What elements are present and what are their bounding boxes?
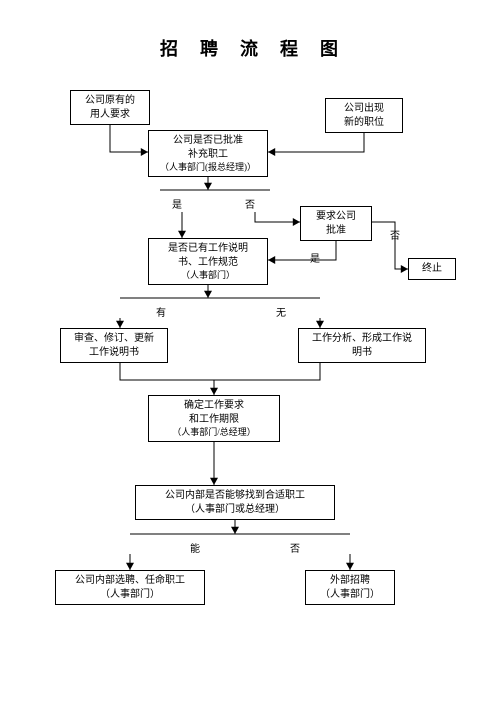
edge-label-e8: 否 (290, 540, 300, 555)
node-n2: 公司是否已批准补充职工（人事部门(报总经理)） (148, 130, 268, 177)
node-n5: 是否已有工作说明书、工作规范（人事部门） (148, 238, 268, 285)
edge-5 (255, 212, 300, 222)
flowchart-page: 招 聘 流 程 图 公司原有的用人要求公司是否已批准补充职工（人事部门(报总经理… (0, 0, 500, 707)
edge-label-e3: 是 (310, 250, 320, 265)
edge-label-e2: 否 (245, 196, 255, 211)
arrowhead-11 (316, 321, 324, 328)
node-n7: 审查、修订、更新工作说明书 (60, 328, 168, 363)
arrowhead-4 (178, 231, 186, 238)
arrowhead-5 (293, 218, 300, 226)
node-n6: 终止 (408, 258, 456, 280)
arrowhead-1 (268, 148, 275, 156)
edge-label-e6: 无 (276, 304, 286, 319)
edge-0 (110, 122, 148, 152)
arrowhead-18 (346, 563, 354, 570)
arrowhead-7 (401, 265, 408, 273)
page-title: 招 聘 流 程 图 (0, 35, 500, 61)
edge-12 (120, 360, 214, 395)
node-n9: 确定工作要求和工作期限（人事部门/总经理） (148, 395, 280, 442)
node-n12: 外部招聘（人事部门） (305, 570, 395, 605)
arrowhead-10 (116, 321, 124, 328)
node-n11: 公司内部选聘、任命职工（人事部门） (55, 570, 205, 605)
edge-label-e4: 否 (390, 227, 400, 242)
arrowhead-12 (210, 388, 218, 395)
arrowhead-6 (268, 256, 275, 264)
edge-label-e5: 有 (156, 304, 166, 319)
node-n3: 公司出现新的职位 (325, 98, 403, 133)
arrowhead-17 (126, 563, 134, 570)
node-n1: 公司原有的用人要求 (70, 90, 150, 125)
edge-label-e1: 是 (172, 196, 182, 211)
arrowhead-2 (204, 183, 212, 190)
arrowhead-8 (204, 291, 212, 298)
edge-1 (268, 130, 364, 152)
edge-6 (268, 238, 336, 260)
edge-13 (214, 360, 320, 380)
arrowhead-14 (210, 478, 218, 485)
node-n8: 工作分析、形成工作说明书 (298, 328, 426, 363)
arrowhead-15 (231, 527, 239, 534)
arrowhead-0 (141, 148, 148, 156)
edge-label-e7: 能 (190, 540, 200, 555)
node-n4: 要求公司批准 (300, 206, 372, 241)
node-n10: 公司内部是否能够找到合适职工（人事部门或总经理） (135, 485, 335, 520)
